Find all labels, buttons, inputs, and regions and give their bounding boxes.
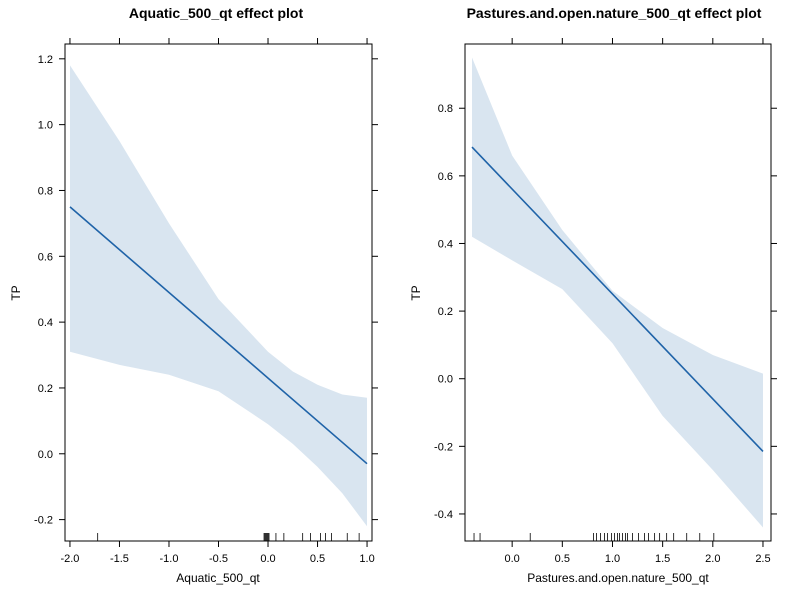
y-tick-label: -0.4 [434, 509, 453, 521]
rug-layer [97, 533, 360, 541]
y-tick-label: 1.2 [38, 54, 53, 66]
x-axis-label: Aquatic_500_qt [176, 571, 260, 585]
x-tick-label: 0.5 [555, 553, 570, 565]
y-axis: -0.2 0.0 0.2 0.4 0.6 0.8 1.0 1.2 [34, 54, 378, 527]
rug-layer [473, 533, 715, 541]
y-tick-label: 0.4 [38, 317, 53, 329]
y-tick-label: -0.2 [34, 515, 53, 527]
y-tick-label: -0.2 [434, 441, 453, 453]
effect-line-layer [69, 206, 368, 465]
x-tick-label: 1.0 [359, 553, 374, 565]
chart-title: Pastures.and.open.nature_500_qt effect p… [467, 5, 762, 21]
pastures-effect-plot: Pastures.and.open.nature_500_qt effect p… [409, 5, 777, 585]
aquatic-effect-plot: Aquatic_500_qt effect plot -2.0 -1.5 -1.0-… [9, 5, 378, 585]
x-tick-label: -2.0 [60, 553, 79, 565]
x-tick-label: 2.0 [705, 553, 720, 565]
y-tick-label: 0.0 [38, 449, 53, 461]
y-tick-label: 0.6 [438, 171, 453, 183]
y-tick-label: 0.8 [438, 103, 453, 115]
x-axis: -2.0 -1.5 -1.0 -0.5 0.0 0.5 1.0 [60, 38, 375, 565]
chart-title: Aquatic_500_qt effect plot [129, 5, 304, 21]
y-tick-label: 0.0 [438, 374, 453, 386]
y-axis-label: TP [409, 285, 423, 300]
x-tick-label: 1.0 [605, 553, 620, 565]
confidence-band-layer [472, 57, 763, 528]
y-tick-label: 0.6 [38, 251, 53, 263]
plot-frame [464, 43, 772, 542]
x-tick-label: 0.5 [310, 553, 325, 565]
x-tick-label: -1.5 [110, 553, 129, 565]
effect-line-layer [471, 146, 764, 452]
confidence-band-layer [70, 65, 367, 527]
y-axis-label: TP [9, 285, 23, 300]
x-tick-label: 1.5 [655, 553, 670, 565]
y-tick-label: 1.0 [38, 120, 53, 132]
effect-line [69, 206, 368, 465]
x-tick-label: 2.5 [755, 553, 770, 565]
x-tick-label: -0.5 [209, 553, 228, 565]
confidence-band [70, 65, 367, 527]
x-tick-label: 0.0 [260, 553, 275, 565]
effect-line [471, 146, 764, 452]
x-tick-label: 0.0 [505, 553, 520, 565]
y-axis: -0.4 -0.2 0.0 0.2 0.4 0.6 0.8 [434, 103, 777, 521]
y-tick-label: 0.2 [38, 383, 53, 395]
x-axis-label: Pastures.and.open.nature_500_qt [527, 571, 709, 585]
x-axis: 0.0 0.5 1.0 1.5 2.0 2.5 [505, 38, 771, 565]
confidence-band [472, 57, 763, 528]
y-tick-label: 0.8 [38, 185, 53, 197]
x-tick-label: -1.0 [159, 553, 178, 565]
y-tick-label: 0.4 [438, 238, 453, 250]
y-tick-label: 0.2 [438, 306, 453, 318]
